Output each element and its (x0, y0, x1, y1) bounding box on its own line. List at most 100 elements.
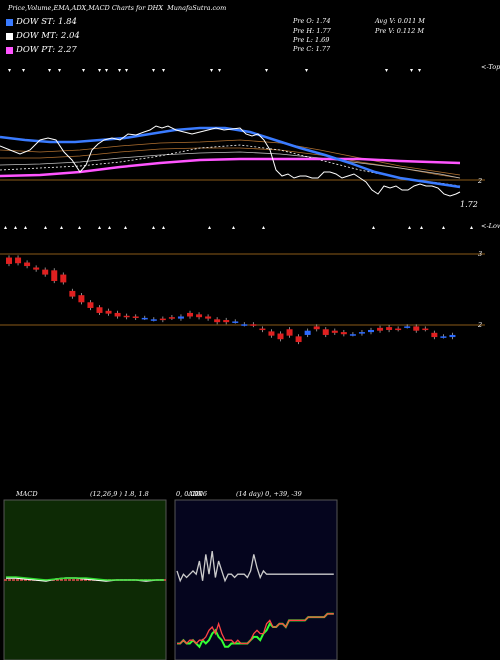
tops-label: <-Tops (481, 63, 500, 71)
candle (241, 324, 248, 326)
top-marker: ▾ (22, 67, 25, 74)
candle (15, 257, 22, 264)
quote-pre-volume: Pre V: 0.112 M (375, 27, 425, 35)
quote-low: Pre L: 1.69 (293, 36, 330, 44)
adx-minus-di-line (177, 613, 334, 645)
low-marker: ▴ (24, 224, 27, 231)
candle (331, 330, 338, 333)
site-name: MunafaSutra.com (167, 4, 227, 12)
top-marker: ▾ (8, 67, 11, 74)
legend-item-st: DOW ST: 1.84 (6, 17, 77, 27)
candle (42, 269, 49, 275)
candle (60, 274, 67, 283)
candle (313, 326, 320, 330)
candle (123, 315, 130, 318)
price-level-3: 3 (478, 250, 483, 258)
candle (69, 290, 76, 297)
candle (105, 310, 112, 314)
candle (404, 326, 411, 328)
adx-line (176, 551, 334, 583)
candle (295, 336, 302, 343)
top-marker: ▾ (410, 67, 413, 74)
macd-title: MACD (16, 490, 38, 498)
candle (223, 320, 230, 323)
tops-markers: ▾ ▾ ▾ ▾ ▾ ▾ ▾ ▾ ▾ ▾ ▾ ▾ ▾ ▾ ▾ ▾ ▾ ▾ (8, 67, 421, 74)
top-marker: ▾ (218, 67, 221, 74)
dow-pt-line (0, 157, 461, 178)
quote-open: Pre O: 1.74 (293, 17, 331, 25)
legend-item-mt: DOW MT: 2.04 (6, 31, 80, 41)
candle (349, 334, 356, 336)
price-level-2b: 2 (478, 321, 483, 329)
low-marker: ▴ (442, 224, 445, 231)
candle (24, 262, 31, 267)
chart-title-text: Price,Volume,EMA,ADX,MACD Charts for DHX (8, 4, 163, 12)
candle (277, 333, 284, 340)
candle (368, 329, 374, 333)
candle (159, 318, 166, 321)
candle (6, 257, 12, 264)
low-marker: ▴ (108, 224, 111, 231)
candle (33, 267, 40, 270)
candle (422, 328, 429, 331)
candle (431, 332, 438, 338)
candle (232, 321, 239, 323)
legend-swatch-st (6, 18, 13, 26)
low-marker: ▴ (152, 224, 155, 231)
candle (449, 334, 456, 338)
candle (214, 319, 221, 323)
top-marker: ▾ (152, 67, 155, 74)
candle (386, 327, 393, 330)
top-marker: ▾ (305, 67, 308, 74)
price-level-2: 2 (478, 177, 483, 185)
top-marker: ▾ (125, 67, 128, 74)
top-marker: ▾ (265, 67, 268, 74)
candle (440, 336, 447, 338)
low-marker: ▴ (98, 224, 101, 231)
low-marker: ▴ (4, 224, 7, 231)
quote-close: Pre C: 1.77 (293, 45, 331, 53)
low-marker: ▴ (408, 224, 411, 231)
macd-value: 0, 0.0006 (176, 490, 208, 498)
legend-label-st: DOW ST: 1.84 (16, 17, 77, 27)
legend-label-pt: DOW PT: 2.27 (16, 45, 77, 55)
adx-title: ADX (188, 490, 203, 498)
candle (51, 270, 58, 281)
top-marker: ▾ (98, 67, 101, 74)
adx-params: (14 day) 0, +39, -39 (236, 490, 302, 498)
low-marker: ▴ (78, 224, 81, 231)
candle (250, 324, 257, 326)
low-marker: ▴ (372, 224, 375, 231)
macd-signal-line (6, 576, 164, 581)
candle (286, 329, 293, 336)
low-marker: ▴ (470, 224, 473, 231)
low-marker: ▴ (60, 224, 63, 231)
candle (168, 317, 175, 319)
top-marker: ▾ (418, 67, 421, 74)
price-close-line (0, 125, 461, 197)
price-candles (6, 255, 456, 345)
low-marker: ▴ (44, 224, 47, 231)
candle (358, 332, 365, 334)
candle (304, 330, 311, 335)
candle (340, 332, 347, 335)
candle (187, 312, 193, 317)
low-marker: ▴ (420, 224, 423, 231)
ema-line-slow-1 (0, 139, 461, 176)
candle (141, 317, 148, 320)
lows-label: <-Lows (481, 222, 500, 230)
top-marker: ▾ (105, 67, 108, 74)
legend-item-pt: DOW PT: 2.27 (6, 45, 77, 55)
macd-params: (12,26,9 ) 1.8, 1.8 (90, 490, 149, 498)
candle (377, 327, 384, 331)
candle (413, 326, 420, 331)
legend-swatch-mt (6, 32, 13, 40)
low-marker: ▴ (208, 224, 211, 231)
candle (205, 316, 212, 319)
candle (132, 316, 139, 318)
quote-high: Pre H: 1.77 (293, 27, 331, 35)
ema-line-slow-3 (0, 151, 461, 179)
low-marker: ▴ (232, 224, 235, 231)
low-marker: ▴ (262, 224, 265, 231)
